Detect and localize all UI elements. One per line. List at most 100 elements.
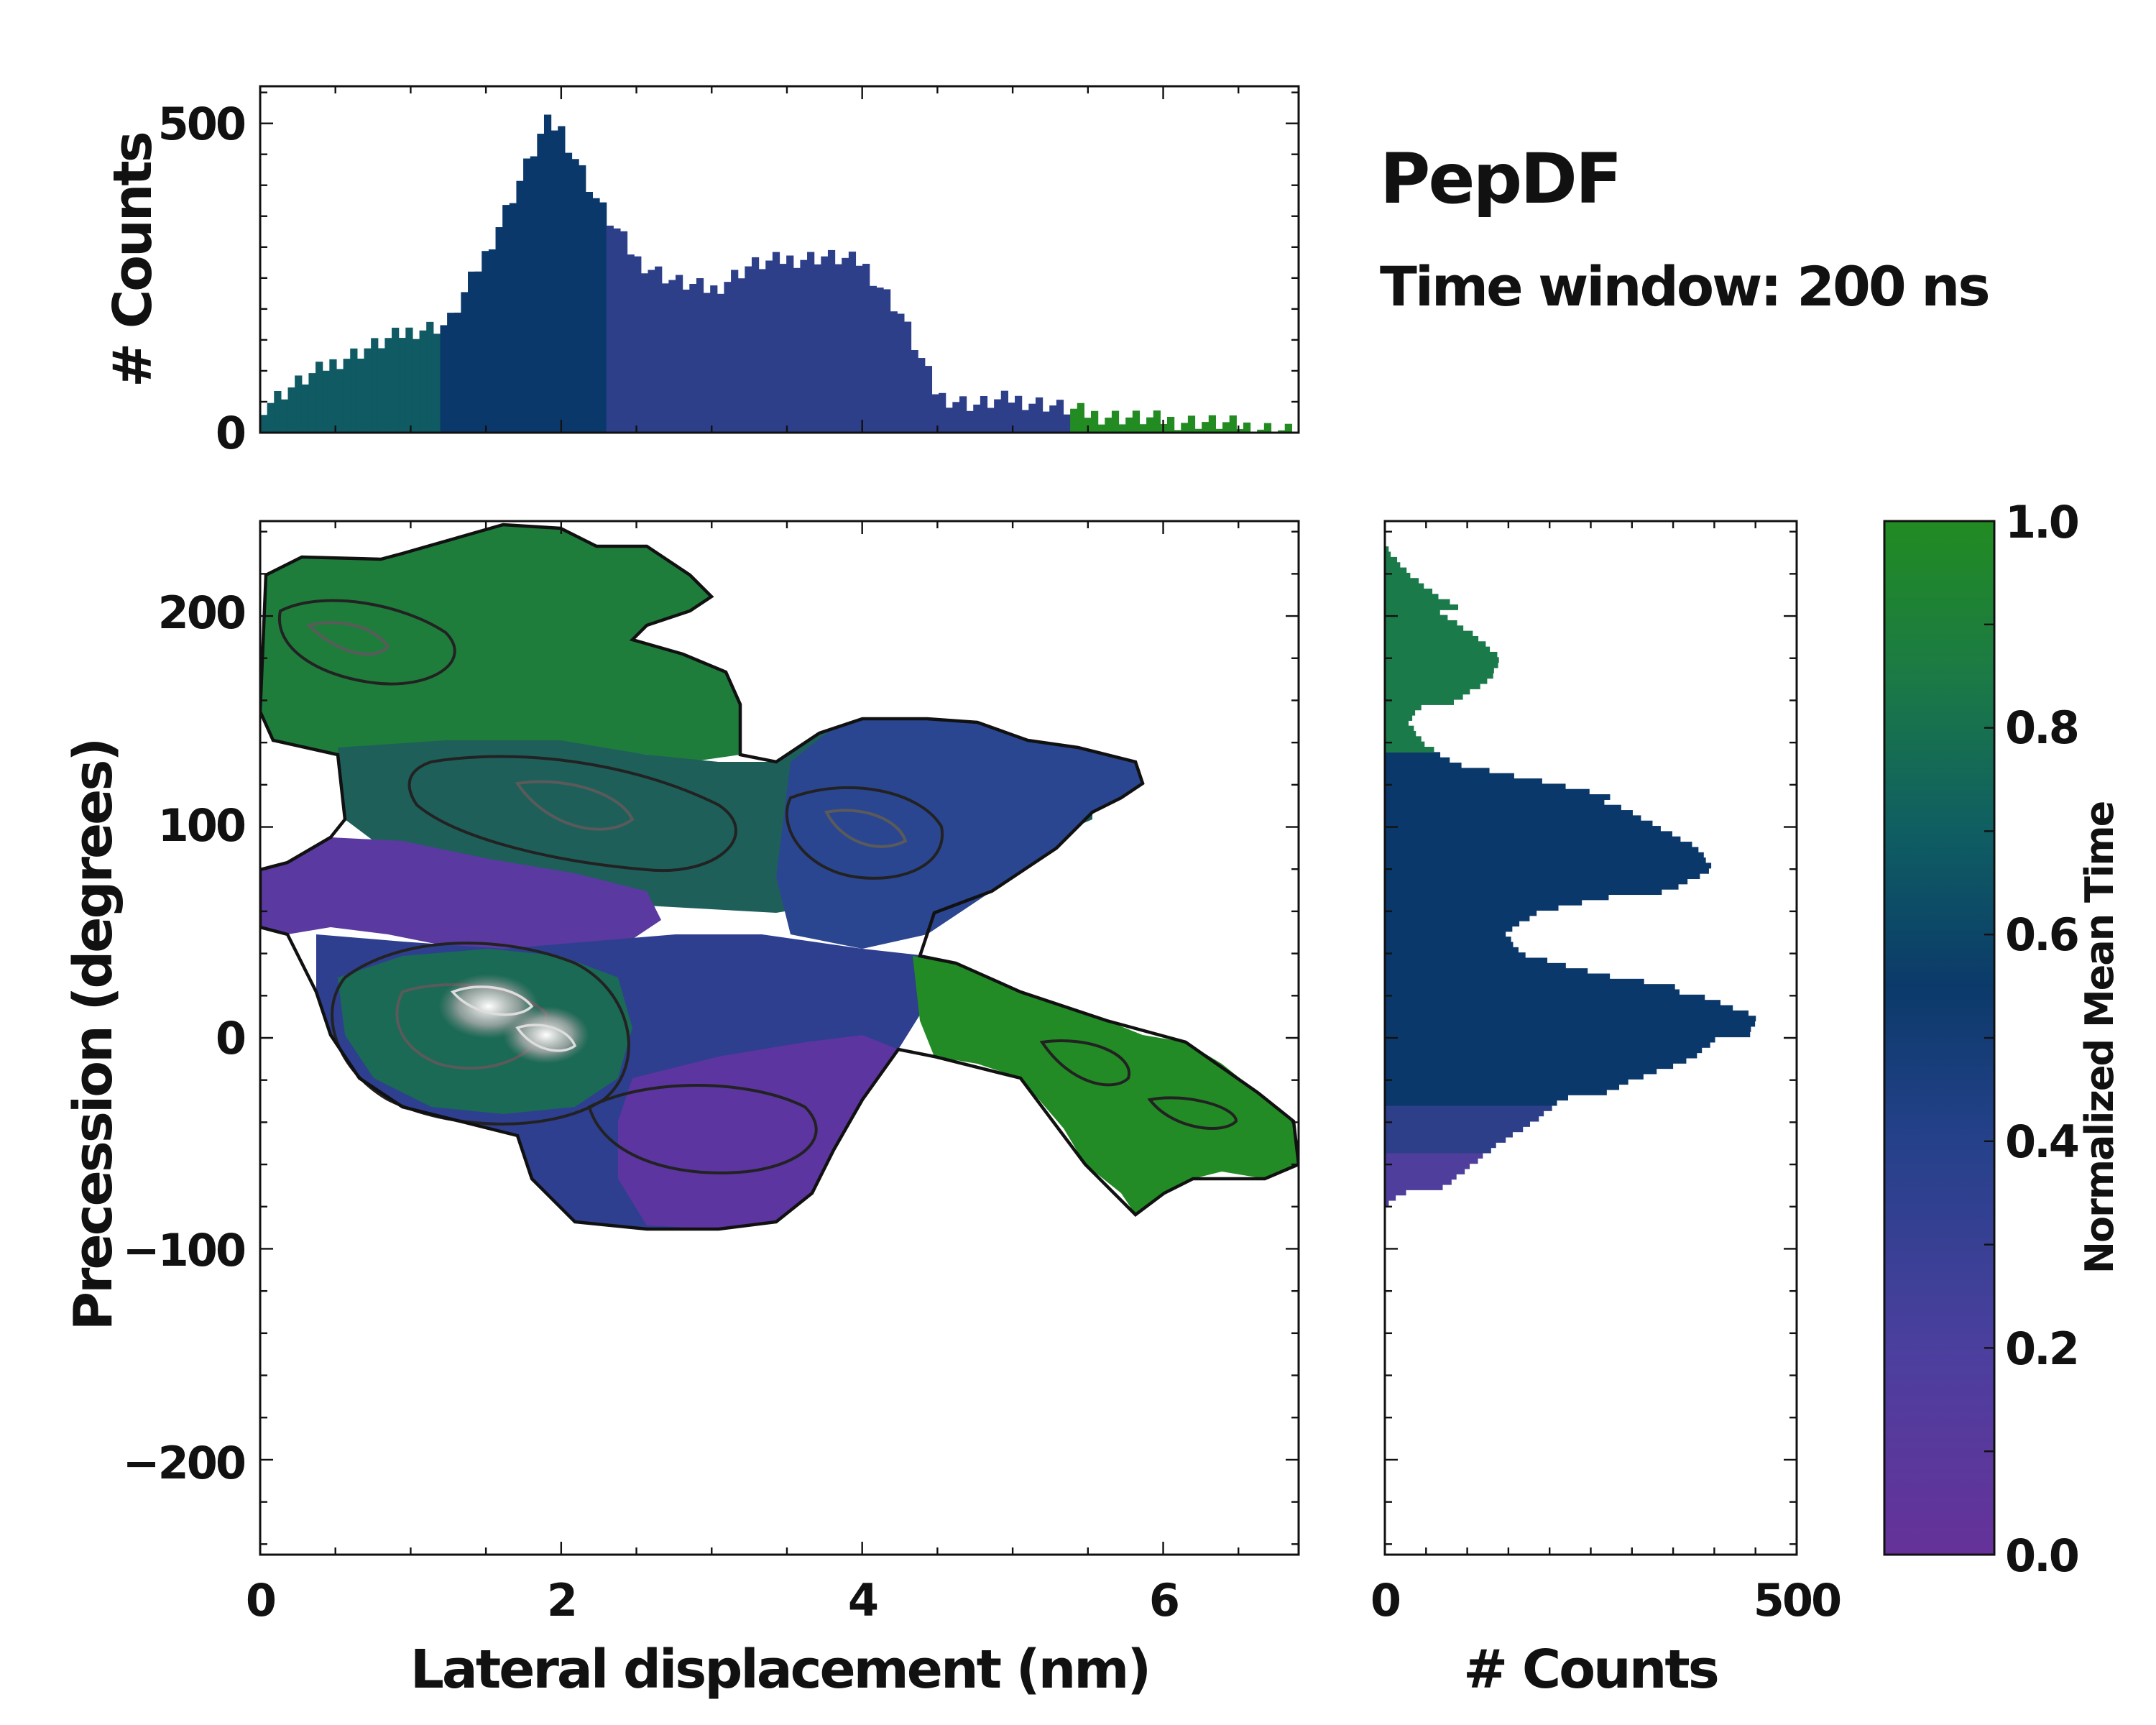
right-hist-bar xyxy=(1385,1084,1620,1090)
top-hist-bar xyxy=(661,283,669,433)
top-hist-bar xyxy=(918,358,926,433)
top-hist-bar xyxy=(495,227,503,433)
top-hist-bar xyxy=(1035,397,1044,433)
support-boundary xyxy=(260,523,1299,1231)
top-histogram-ylabel: # Counts xyxy=(102,133,164,387)
top-hist-bar xyxy=(689,283,697,433)
top-hist-bar xyxy=(834,264,842,433)
top-hist-bar xyxy=(343,359,351,433)
right-hist-bar xyxy=(1385,768,1490,774)
right-hist-bar xyxy=(1385,905,1559,911)
right-hist-bar xyxy=(1385,788,1590,795)
top-hist-bar xyxy=(676,275,683,433)
right-hist-bar xyxy=(1385,1190,1406,1196)
right-hist-bar xyxy=(1385,673,1493,679)
right-hist-bar xyxy=(1385,968,1588,975)
top-hist-bar xyxy=(260,415,268,433)
right-hist-bar xyxy=(1385,804,1621,811)
top-hist-bar xyxy=(648,270,655,433)
top-hist-bar xyxy=(1194,428,1202,433)
right-hist-bar xyxy=(1385,820,1653,827)
top-hist-bar xyxy=(931,394,939,433)
top-hist-bar xyxy=(1263,423,1272,433)
colorbar-ticks xyxy=(1984,520,1994,1556)
xtick-label-2: 2 xyxy=(547,1574,576,1627)
top-hist-bar xyxy=(474,271,482,433)
top-hist-bar xyxy=(523,158,531,433)
top-hist-bar xyxy=(945,408,953,433)
xtick-label-6: 6 xyxy=(1149,1574,1178,1627)
top-hist-bar xyxy=(1166,416,1175,433)
right-hist-bar xyxy=(1385,836,1681,842)
right-hist-bar xyxy=(1385,1131,1513,1138)
colorbar-label: Normalized Mean Time xyxy=(2077,801,2122,1274)
top-hist-bar xyxy=(1063,414,1071,433)
right-hist-bar xyxy=(1385,957,1548,964)
right-hist-bar xyxy=(1385,546,1389,553)
top-hist-bar xyxy=(696,278,704,433)
top-hist-bar xyxy=(655,266,663,433)
right-hist-bar xyxy=(1385,736,1422,742)
top-hist-bar xyxy=(758,269,766,433)
right-hist-bar xyxy=(1385,741,1425,748)
right-xtick-label-500: 500 xyxy=(1754,1574,1841,1627)
top-histogram-ticks xyxy=(259,86,1299,434)
right-hist-bar xyxy=(1385,842,1692,848)
cb-tick-label-0.8: 0.8 xyxy=(2005,702,2078,754)
right-hist-bar xyxy=(1385,962,1566,969)
top-hist-bar xyxy=(468,271,476,433)
right-hist-bar xyxy=(1385,915,1530,921)
top-hist-bar xyxy=(966,410,974,433)
right-histogram-ticks xyxy=(1383,521,1798,1555)
region-lower-basin-purple xyxy=(618,1035,898,1229)
top-hist-bar xyxy=(1257,429,1265,433)
top-hist-bar xyxy=(336,369,344,433)
top-hist-bar xyxy=(731,270,739,433)
right-hist-bar xyxy=(1385,641,1486,648)
top-hist-bar xyxy=(939,392,946,433)
top-hist-bar xyxy=(724,282,732,433)
top-hist-bar xyxy=(1174,430,1181,433)
top-hist-bar xyxy=(295,375,303,433)
top-hist-bar xyxy=(779,264,787,433)
top-hist-bar xyxy=(364,348,372,433)
region-left-arm xyxy=(260,837,661,956)
right-hist-bar xyxy=(1385,662,1498,668)
top-hist-bar xyxy=(1236,429,1244,433)
right-hist-bar xyxy=(1385,868,1709,874)
top-hist-bar xyxy=(558,126,566,433)
top-hist-bar xyxy=(897,313,905,433)
right-hist-bar xyxy=(1385,1184,1443,1190)
top-hist-bar xyxy=(973,404,981,433)
main-xlabel: Lateral displacement (nm) xyxy=(410,1639,1149,1701)
top-hist-bar xyxy=(371,338,379,433)
right-hist-bar xyxy=(1385,857,1706,864)
top-hist-bar xyxy=(384,338,392,433)
top-hist-bar xyxy=(412,339,420,433)
right-hist-bar xyxy=(1385,620,1457,626)
right-hist-bar xyxy=(1385,556,1398,563)
top-hist-bar xyxy=(737,278,745,433)
right-hist-bar xyxy=(1385,578,1419,584)
top-hist-bar xyxy=(855,265,863,433)
top-hist-bar xyxy=(772,252,780,433)
right-hist-bar xyxy=(1385,1063,1674,1070)
right-hist-bar xyxy=(1385,747,1434,753)
right-hist-bar xyxy=(1385,714,1413,721)
top-hist-bar xyxy=(627,254,635,433)
right-hist-bar xyxy=(1385,883,1679,890)
top-hist-bar xyxy=(765,260,773,433)
right-hist-bar xyxy=(1385,1016,1756,1022)
right-histogram: 0 500 # Counts xyxy=(1370,520,1843,1701)
top-hist-bar xyxy=(668,280,676,433)
top-histogram-frame xyxy=(259,85,1300,434)
right-xtick-label-0: 0 xyxy=(1370,1574,1400,1627)
top-hist-bar xyxy=(613,228,621,433)
top-ytick-label-500: 500 xyxy=(158,98,245,150)
top-hist-bar xyxy=(564,152,573,433)
top-hist-bar xyxy=(890,311,898,433)
top-hist-bar xyxy=(751,257,760,433)
top-hist-bar xyxy=(924,366,933,433)
right-hist-bar xyxy=(1385,731,1416,737)
top-hist-bar xyxy=(640,273,649,433)
